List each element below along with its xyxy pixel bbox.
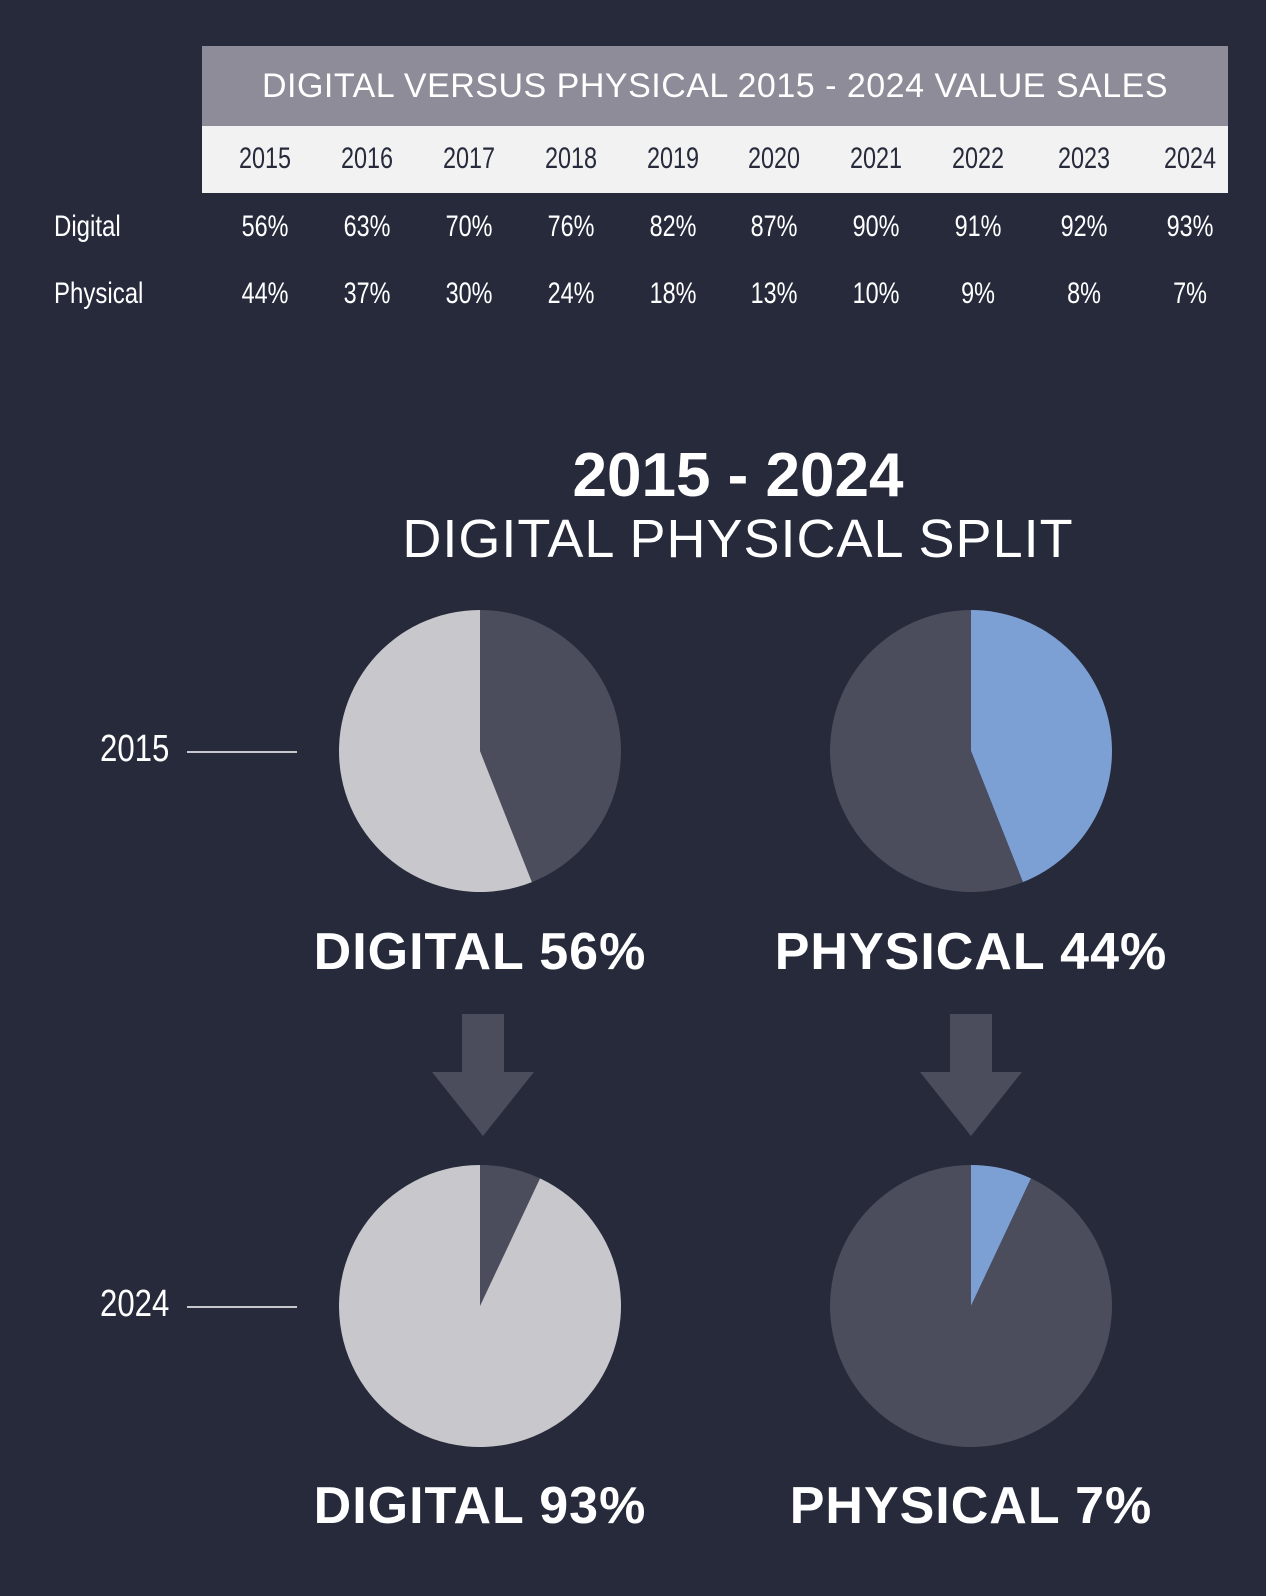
year-column-header: 2022 xyxy=(951,142,1005,175)
table-cell-digital: 76% xyxy=(547,210,595,243)
down-arrow-icon xyxy=(432,1014,534,1136)
pie-slice-digital xyxy=(339,1165,621,1447)
table-cell-physical: 24% xyxy=(547,277,595,310)
chart-subtitle: DIGITAL PHYSICAL SPLIT xyxy=(402,509,1074,569)
table-cell-digital: 91% xyxy=(954,210,1002,243)
pie-slice-physical xyxy=(971,610,1112,883)
year-column-header: 2018 xyxy=(544,142,598,175)
year-column-header: 2023 xyxy=(1057,142,1111,175)
year-column-header: 2019 xyxy=(646,142,700,175)
pie-slice-digital xyxy=(339,610,532,892)
table-cell-digital: 82% xyxy=(649,210,697,243)
row-label-2024: 2024 xyxy=(100,1283,170,1325)
table-cell-physical: 10% xyxy=(852,277,900,310)
pie-label-physical-2024: PHYSICAL 7% xyxy=(789,1477,1153,1535)
pie-chart-physical-2015 xyxy=(830,610,1112,892)
chart-title: 2015 - 2024 xyxy=(572,441,904,510)
table-cell-digital: 92% xyxy=(1060,210,1108,243)
row-marker-line-2024 xyxy=(187,1306,297,1308)
pie-slice-physical xyxy=(971,1165,1032,1306)
table-cell-physical: 30% xyxy=(445,277,493,310)
down-arrow-icon xyxy=(920,1014,1022,1136)
row-label-physical: Physical xyxy=(54,277,144,310)
table-cell-digital: 93% xyxy=(1166,210,1214,243)
row-label-2015: 2015 xyxy=(100,728,170,770)
row-marker-line-2015 xyxy=(187,751,297,753)
year-column-header: 2020 xyxy=(747,142,801,175)
year-column-header: 2021 xyxy=(849,142,903,175)
year-column-header: 2016 xyxy=(340,142,394,175)
table-cell-digital: 70% xyxy=(445,210,493,243)
year-column-header: 2024 xyxy=(1163,142,1217,175)
pie-slice-digital xyxy=(830,610,1023,892)
table-cell-physical: 9% xyxy=(961,277,995,310)
table-cell-physical: 7% xyxy=(1173,277,1207,310)
table-cell-digital: 63% xyxy=(343,210,391,243)
pie-label-physical-2015: PHYSICAL 44% xyxy=(774,923,1168,981)
table-cell-physical: 8% xyxy=(1067,277,1101,310)
pie-chart-digital-2024 xyxy=(339,1165,621,1447)
year-column-header: 2015 xyxy=(238,142,292,175)
pie-label-digital-2015: DIGITAL 56% xyxy=(313,923,647,981)
pie-slice-physical xyxy=(480,610,621,883)
table-cell-physical: 37% xyxy=(343,277,391,310)
table-cell-digital: 87% xyxy=(750,210,798,243)
pie-slice-digital xyxy=(830,1165,1112,1447)
year-header-row: 2015 2016 2017 2018 2019 2020 2021 2022 2023 2024 xyxy=(202,126,1228,193)
table-cell-physical: 13% xyxy=(750,277,798,310)
table-title: DIGITAL VERSUS PHYSICAL 2015 - 2024 VALU… xyxy=(202,46,1228,126)
year-column-header: 2017 xyxy=(442,142,496,175)
table-cell-physical: 18% xyxy=(649,277,697,310)
table-cell-digital: 56% xyxy=(241,210,289,243)
pie-label-digital-2024: DIGITAL 93% xyxy=(313,1477,647,1535)
row-label-digital: Digital xyxy=(54,210,121,243)
pie-chart-digital-2015 xyxy=(339,610,621,892)
pie-slice-physical xyxy=(480,1165,541,1306)
table-cell-physical: 44% xyxy=(241,277,289,310)
table-cell-digital: 90% xyxy=(852,210,900,243)
pie-chart-physical-2024 xyxy=(830,1165,1112,1447)
